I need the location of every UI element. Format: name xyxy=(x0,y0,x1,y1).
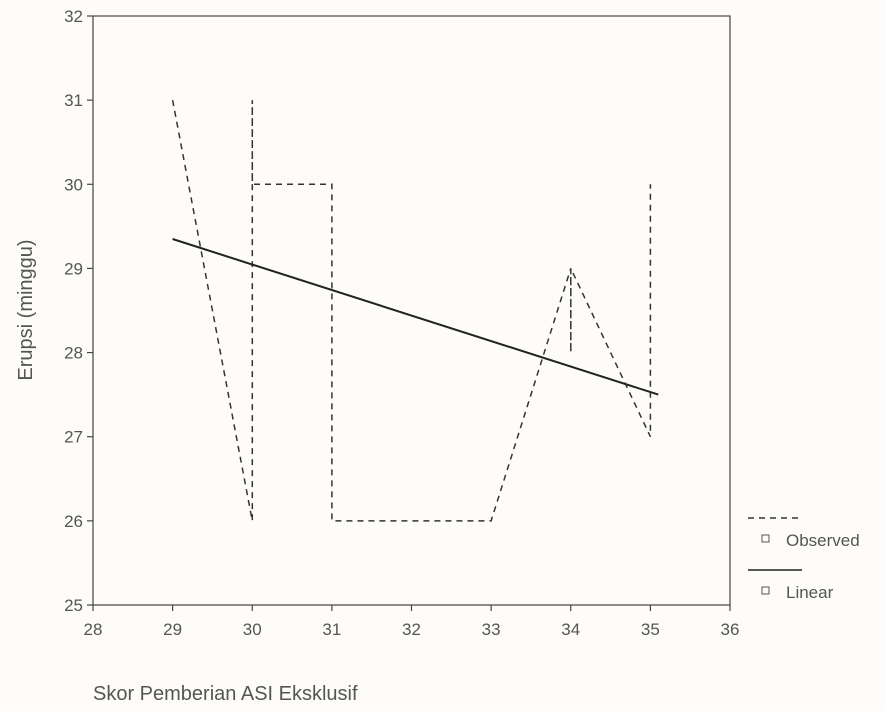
x-tick-label-29: 29 xyxy=(163,620,182,639)
legend-marker-observed xyxy=(761,534,770,543)
x-tick-label-34: 34 xyxy=(561,620,580,639)
x-axis-title: Skor Pemberian ASI Eksklusif xyxy=(93,683,358,705)
y-tick-label-28: 28 xyxy=(64,344,83,363)
series-line-linear xyxy=(172,238,659,396)
x-tick-label-35: 35 xyxy=(641,620,660,639)
legend-label-observed: Observed xyxy=(786,531,860,550)
legend-marker-linear xyxy=(761,586,770,595)
x-tick-label-32: 32 xyxy=(402,620,421,639)
plot-frame xyxy=(92,15,731,606)
legend-label-linear: Linear xyxy=(786,583,834,602)
y-axis-title: Erupsi (minggu) xyxy=(15,239,37,380)
x-tick-label-30: 30 xyxy=(243,620,262,639)
plot-marks xyxy=(171,99,659,522)
y-tick-label-29: 29 xyxy=(64,259,83,278)
x-tick-label-36: 36 xyxy=(721,620,740,639)
y-tick-label-32: 32 xyxy=(64,7,83,26)
series-line-observed xyxy=(171,99,652,522)
y-tick-label-27: 27 xyxy=(64,428,83,447)
x-tick-label-33: 33 xyxy=(482,620,501,639)
y-tick-label-25: 25 xyxy=(64,596,83,615)
y-tick-label-26: 26 xyxy=(64,512,83,531)
y-tick-label-30: 30 xyxy=(64,175,83,194)
chart-legend: Observed Linear xyxy=(748,517,860,602)
x-tick-label-31: 31 xyxy=(322,620,341,639)
x-tick-label-28: 28 xyxy=(84,620,103,639)
plot-axes: 25 26 27 28 29 30 31 32 28 29 30 31 32 33 34 35 36 xyxy=(64,7,739,639)
y-tick-label-31: 31 xyxy=(64,91,83,110)
